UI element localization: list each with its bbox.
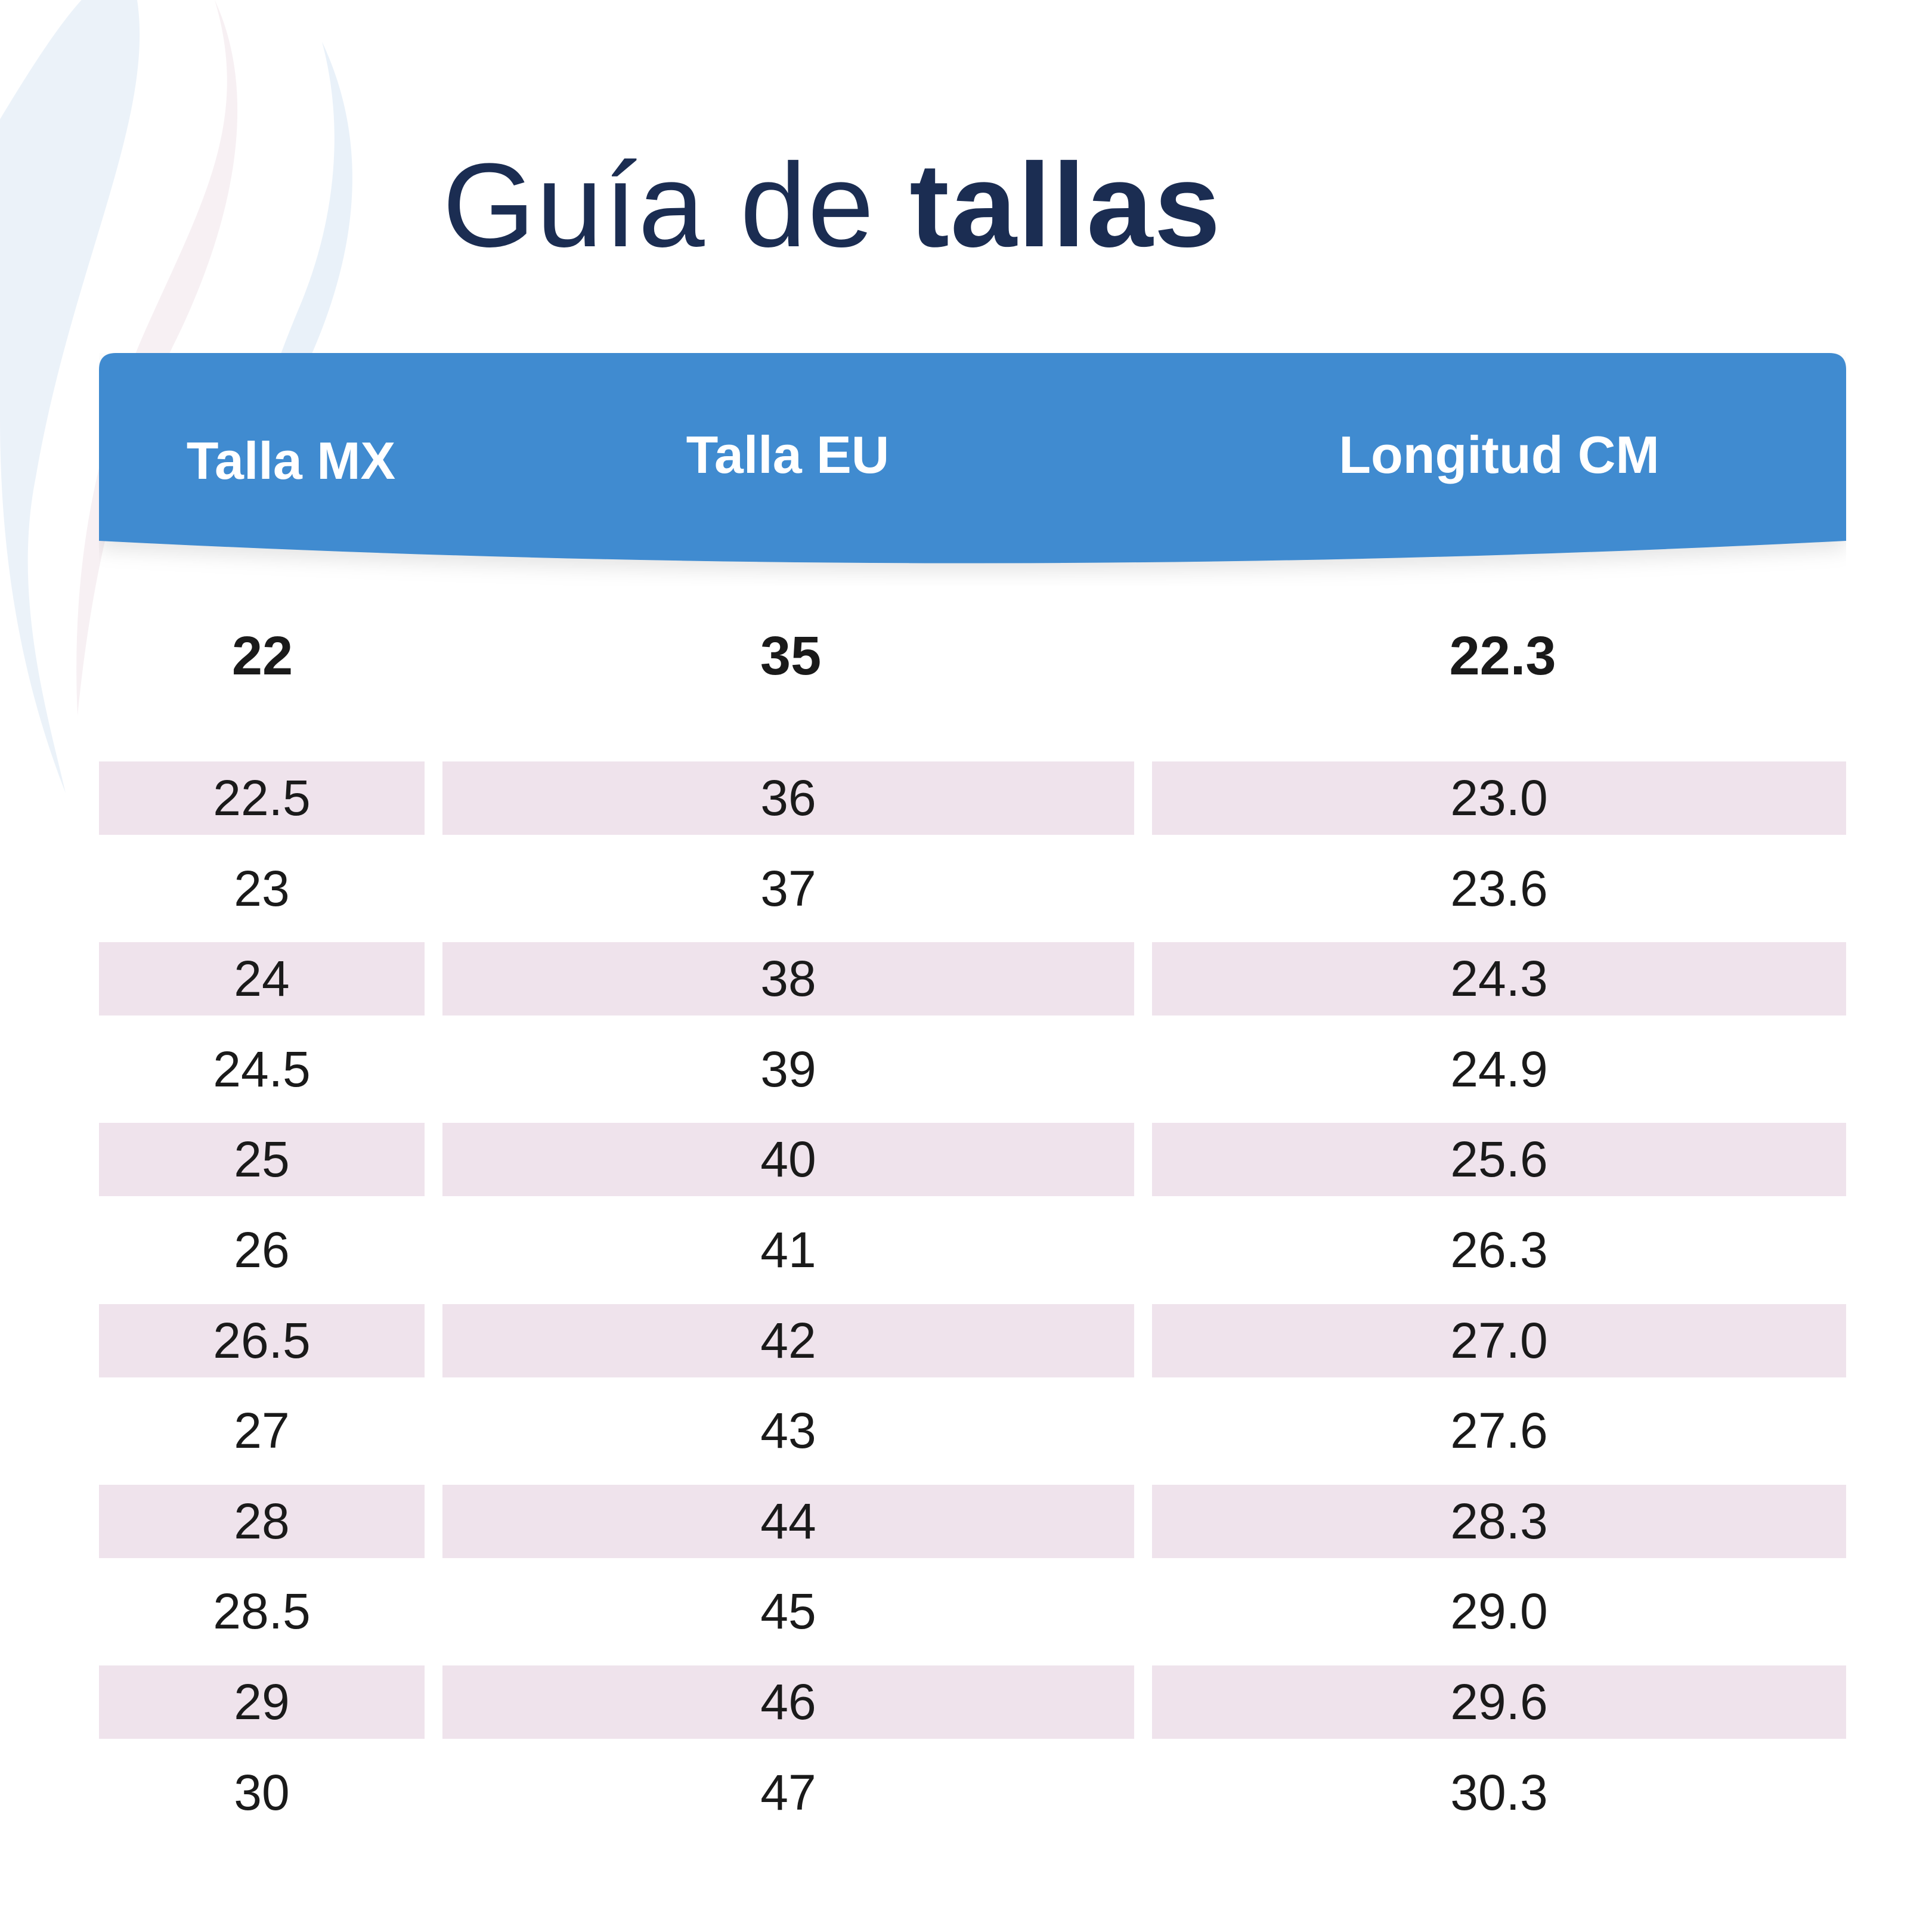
cell-eu: 47	[760, 1764, 816, 1820]
cell-cm: 28.3	[1152, 1484, 1846, 1558]
cell-eu: 43	[760, 1402, 816, 1459]
cell-eu: 37	[760, 860, 816, 917]
cell-eu: 46	[442, 1665, 1134, 1739]
cell-cm: 24.3	[1152, 942, 1846, 1016]
cell-mx: 29	[99, 1665, 425, 1739]
cell-cm: 23.0	[1152, 761, 1846, 835]
table-row: 28 44 28.3	[0, 1484, 1932, 1575]
header-longitud-cm: Longitud CM	[1339, 425, 1659, 484]
cell-mx: 27	[234, 1402, 290, 1459]
table-row: 27 43 27.6	[0, 1394, 1932, 1485]
cell-mx: 25	[99, 1123, 425, 1197]
cell-cm: 30.3	[1450, 1764, 1548, 1820]
cell-eu: 41	[760, 1221, 816, 1278]
table-header: Talla MX Talla EU Longitud CM	[99, 353, 1846, 586]
table-header-background	[99, 353, 1846, 564]
table-row: 25 40 25.6	[0, 1123, 1932, 1213]
page-title: Guía de tallas	[442, 128, 1222, 283]
title-bold: tallas	[909, 139, 1222, 272]
table-row: 29 46 29.6	[0, 1665, 1932, 1756]
size-table-body: 22.5 36 23.0 23 37 23.6 24 38 24.3 24.5 …	[0, 761, 1932, 1846]
cell-cm: 22.3	[1449, 626, 1556, 686]
cell-eu: 45	[760, 1583, 816, 1640]
title-light: Guía de	[442, 139, 875, 272]
cell-eu: 44	[442, 1484, 1134, 1558]
cell-eu: 42	[442, 1304, 1134, 1377]
table-row: 26.5 42 27.0	[0, 1304, 1932, 1395]
cell-cm: 23.6	[1450, 860, 1548, 917]
cell-mx: 26	[234, 1221, 290, 1278]
cell-mx: 24.5	[213, 1041, 311, 1097]
table-row: 22.5 36 23.0	[0, 761, 1932, 852]
cell-mx: 22	[231, 626, 293, 686]
header-talla-mx: Talla MX	[186, 431, 396, 490]
cell-mx: 26.5	[99, 1304, 425, 1377]
cell-eu: 39	[760, 1041, 816, 1097]
table-row: 26 41 26.3	[0, 1213, 1932, 1304]
cell-cm: 27.6	[1450, 1402, 1548, 1459]
cell-eu: 36	[442, 761, 1134, 835]
header-talla-eu: Talla EU	[686, 425, 890, 484]
table-row: 28.5 45 29.0	[0, 1575, 1932, 1665]
cell-cm: 25.6	[1152, 1123, 1846, 1197]
cell-mx: 28	[99, 1484, 425, 1558]
cell-eu: 40	[442, 1123, 1134, 1197]
cell-mx: 23	[234, 860, 290, 917]
cell-cm: 24.9	[1450, 1041, 1548, 1097]
table-row: 23 37 23.6	[0, 852, 1932, 943]
cell-eu: 35	[760, 626, 822, 686]
cell-eu: 38	[442, 942, 1134, 1016]
cell-mx: 30	[234, 1764, 290, 1820]
cell-cm: 29.6	[1152, 1665, 1846, 1739]
cell-mx: 24	[99, 942, 425, 1016]
cell-cm: 27.0	[1152, 1304, 1846, 1377]
table-row: 24.5 39 24.9	[0, 1033, 1932, 1123]
table-row-first: 22 35 22.3	[0, 620, 1932, 692]
cell-cm: 29.0	[1450, 1583, 1548, 1640]
cell-mx: 22.5	[99, 761, 425, 835]
table-row: 30 47 30.3	[0, 1756, 1932, 1847]
table-row: 24 38 24.3	[0, 942, 1932, 1033]
cell-cm: 26.3	[1450, 1221, 1548, 1278]
cell-mx: 28.5	[213, 1583, 311, 1640]
